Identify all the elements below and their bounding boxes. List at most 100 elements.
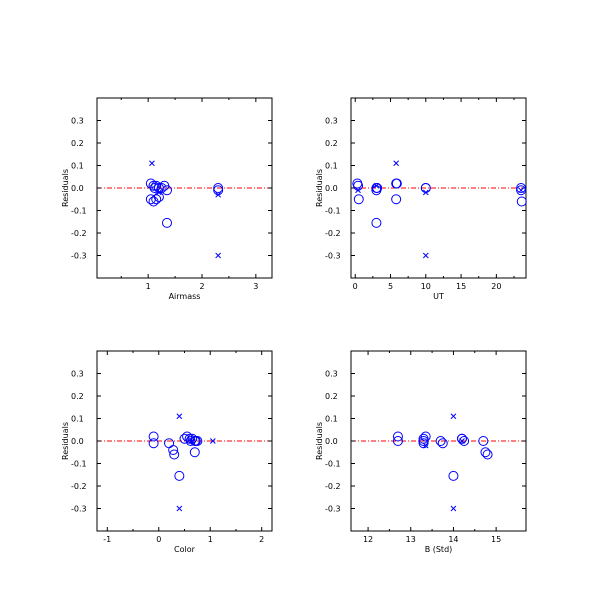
- y-axis-label: Residuals: [61, 169, 70, 207]
- y-tick-label: 0.0: [325, 184, 338, 193]
- x-tick-label: 15: [491, 535, 501, 544]
- y-tick-label: 0.0: [325, 437, 338, 446]
- y-tick-label: -0.1: [71, 460, 87, 469]
- y-tick-label: -0.3: [325, 252, 341, 261]
- residual-point-cross: [189, 438, 196, 444]
- residual-point-cross: [209, 438, 216, 444]
- residual-point-cross: [149, 160, 155, 167]
- x-tick-label: 2: [199, 282, 204, 291]
- residual-point-circle: [169, 449, 180, 460]
- y-tick-label: -0.1: [71, 207, 87, 216]
- residual-point-cross: [176, 413, 183, 420]
- x-tick-label: 15: [456, 282, 466, 291]
- y-tick-label: 0.1: [71, 415, 84, 424]
- y-axis-label: Residuals: [315, 422, 324, 460]
- residual-point-cross: [450, 505, 457, 512]
- x-tick-label: 3: [253, 282, 258, 291]
- y-tick-label: 0.1: [325, 415, 338, 424]
- residual-point-cross: [176, 505, 183, 512]
- x-tick-label: -1: [103, 535, 111, 544]
- residual-point-cross: [450, 413, 457, 420]
- residual-point-circle: [437, 438, 448, 449]
- x-tick-label: 14: [448, 535, 458, 544]
- y-tick-label: 0.2: [71, 392, 84, 401]
- residual-point-circle: [516, 196, 527, 207]
- y-tick-label: 0.0: [71, 437, 84, 446]
- residual-point-cross: [393, 160, 400, 167]
- residual-point-circle: [435, 436, 446, 446]
- residual-point-circle: [174, 470, 185, 481]
- residual-point-cross: [156, 189, 162, 196]
- y-tick-label: -0.2: [325, 482, 341, 491]
- residual-point-circle: [156, 183, 167, 193]
- x-tick-label: 1: [208, 535, 213, 544]
- residual-point-cross: [422, 189, 429, 196]
- residual-point-circle: [391, 194, 402, 205]
- residual-point-circle: [459, 436, 470, 446]
- residual-point-cross: [459, 438, 465, 444]
- y-tick-label: -0.1: [325, 460, 341, 469]
- residual-point-cross: [215, 191, 222, 198]
- y-tick-label: 0.0: [71, 184, 84, 193]
- x-tick-label: 20: [491, 282, 501, 291]
- residual-point-circle: [392, 431, 403, 442]
- residual-point-circle: [516, 183, 527, 193]
- residual-point-cross: [422, 252, 429, 259]
- residual-point-circle: [392, 436, 403, 446]
- y-tick-label: -0.3: [71, 505, 87, 514]
- residual-point-circle: [168, 445, 179, 455]
- residual-point-circle: [148, 431, 159, 442]
- y-tick-label: 0.2: [325, 392, 338, 401]
- residual-panel-4: -0.3 -0.2 -0.1 0.0 0.1 0.2 0.3 12 13 14 15 B (Std) R…: [315, 350, 527, 554]
- y-tick-label: 0.3: [325, 117, 338, 126]
- residual-point-circle: [162, 217, 172, 228]
- residual-point-circle: [148, 438, 159, 449]
- residual-point-circle: [516, 185, 527, 196]
- x-axis-label: B (Std): [425, 545, 453, 554]
- x-tick-label: 5: [388, 282, 393, 291]
- residual-point-circle: [448, 470, 459, 481]
- y-tick-label: 0.3: [325, 370, 338, 379]
- residual-point-cross: [373, 182, 380, 189]
- y-tick-label: 0.2: [325, 139, 338, 148]
- residual-point-cross: [422, 442, 429, 449]
- residual-point-circle: [213, 183, 224, 193]
- y-tick-label: 0.1: [325, 162, 338, 171]
- y-tick-label: -0.3: [325, 505, 341, 514]
- residual-panel-1: -0.3 -0.2 -0.1 0.0 0.1 0.2 0.3 1 2 3 Airmass Residu…: [61, 97, 273, 301]
- residual-point-circle: [478, 436, 489, 446]
- y-tick-label: 0.3: [71, 117, 84, 126]
- residual-point-circle: [162, 185, 172, 196]
- residual-point-circle: [456, 433, 467, 444]
- y-tick-label: 0.2: [71, 139, 84, 148]
- residual-point-circle: [189, 447, 200, 458]
- y-tick-label: -0.2: [71, 482, 87, 491]
- residual-point-circle: [179, 433, 190, 444]
- y-tick-label: -0.2: [325, 229, 341, 238]
- residual-point-circle: [185, 436, 196, 446]
- residual-point-circle: [418, 436, 429, 446]
- x-tick-label: 2: [259, 535, 264, 544]
- y-tick-label: -0.2: [71, 229, 87, 238]
- residual-point-circle: [482, 449, 493, 460]
- y-tick-label: 0.1: [71, 162, 84, 171]
- y-axis-label: Residuals: [61, 422, 70, 460]
- x-tick-label: 1: [146, 282, 151, 291]
- x-tick-label: 10: [421, 282, 431, 291]
- residual-point-circle: [371, 217, 382, 228]
- residual-point-circle: [391, 178, 402, 189]
- residual-point-cross: [355, 187, 361, 194]
- y-tick-label: 0.3: [71, 370, 84, 379]
- residual-point-circle: [353, 194, 364, 205]
- x-tick-label: 0: [156, 535, 161, 544]
- x-tick-label: 0: [353, 282, 358, 291]
- residual-point-circle: [480, 447, 491, 458]
- y-axis-label: Residuals: [315, 169, 324, 207]
- residual-panel-2: -0.3 -0.2 -0.1 0.0 0.1 0.2 0.3 0 5 10 15 20 UT Residu…: [315, 97, 527, 301]
- y-tick-label: -0.3: [71, 252, 87, 261]
- x-tick-label: 13: [406, 535, 416, 544]
- x-axis-label: Airmass: [169, 292, 201, 301]
- residual-point-circle: [149, 183, 160, 193]
